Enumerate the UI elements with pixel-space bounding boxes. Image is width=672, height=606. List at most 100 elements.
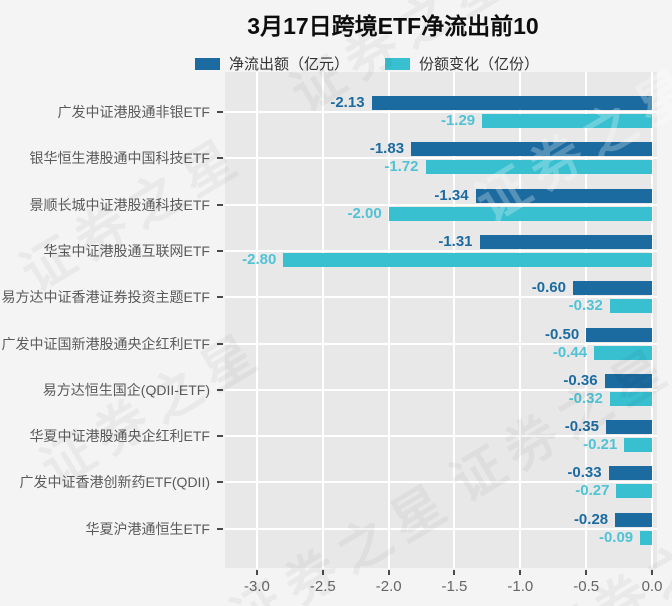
bar-value-label: -0.27 xyxy=(575,482,610,500)
horizontal-gridline xyxy=(225,249,657,252)
bar-value-label: -1.31 xyxy=(438,232,473,250)
category-label: 景顺长城中证港股通科技ETF xyxy=(29,196,210,213)
plot-area: -2.13 -1.29 -1.83 -1.72 -1.34 -2.00 -1.31 -2.80… xyxy=(225,72,657,568)
category-label: 广发中证国新港股通央企红利ETF xyxy=(1,335,210,352)
x-axis-tick xyxy=(453,570,456,575)
bar-value-label: -1.83 xyxy=(369,140,405,158)
bar-share-change xyxy=(616,484,652,499)
bar-share-change xyxy=(425,160,652,175)
bar-value-label: -0.44 xyxy=(552,343,588,361)
bar-share-change xyxy=(482,114,652,128)
bar-share-change xyxy=(388,206,652,221)
category-label: 广发中证香港创新药ETF(QDII) xyxy=(19,474,210,491)
bar-value-label: -0.32 xyxy=(568,389,603,407)
legend-swatch-share-change xyxy=(385,57,410,70)
category-label: 华夏中证港股通央企红利ETF xyxy=(29,428,210,445)
y-axis-tick xyxy=(217,388,223,391)
horizontal-gridline xyxy=(225,111,657,113)
horizontal-gridline xyxy=(225,388,657,391)
legend-item-net-outflow: 净流出额（亿元） xyxy=(194,53,349,74)
chart-legend: 净流出额（亿元） 份额变化（亿份） xyxy=(0,53,672,74)
bar-net-outflow xyxy=(572,281,652,296)
bar-net-outflow xyxy=(479,234,652,249)
y-axis-tick xyxy=(217,111,223,113)
x-axis-tick xyxy=(519,570,522,575)
bar-value-label: -0.50 xyxy=(544,325,580,343)
x-axis-tick-label: -1.0 xyxy=(507,578,534,595)
bar-share-change xyxy=(283,252,652,267)
x-axis-tick-label: -2.5 xyxy=(309,578,336,595)
vertical-gridline xyxy=(651,72,653,568)
category-label: 银华恒生港股通中国科技ETF xyxy=(29,150,210,167)
bar-value-label: -1.29 xyxy=(440,112,476,129)
page-title: 3月17日跨境ETF净流出前10 xyxy=(247,13,539,39)
horizontal-gridline xyxy=(225,481,657,484)
bar-value-label: -0.21 xyxy=(583,436,618,454)
horizontal-gridline xyxy=(225,527,657,530)
legend-label: 份额变化（亿份） xyxy=(419,56,540,73)
horizontal-gridline xyxy=(225,435,657,438)
vertical-gridline xyxy=(519,72,522,568)
category-label: 易方达恒生国企(QDII-ETF) xyxy=(42,381,210,398)
bar-value-label: -2.13 xyxy=(330,94,365,111)
bar-share-change xyxy=(609,391,652,406)
legend-label: 净流出额（亿元） xyxy=(228,56,349,73)
bar-value-label: -0.28 xyxy=(573,510,609,528)
y-axis-tick xyxy=(217,249,223,252)
y-axis-tick xyxy=(217,296,223,299)
y-axis-tick xyxy=(217,203,223,206)
horizontal-gridline xyxy=(225,157,657,160)
vertical-gridline xyxy=(453,72,456,568)
x-axis-tick xyxy=(585,570,588,575)
x-axis-tick xyxy=(651,570,653,575)
x-axis-tick xyxy=(321,570,324,575)
y-axis-tick xyxy=(217,435,223,438)
bar-net-outflow xyxy=(411,142,652,157)
category-label: 易方达中证香港证券投资主题ETF xyxy=(1,289,210,306)
category-label: 华夏沪港通恒生ETF xyxy=(85,520,210,537)
bar-share-change xyxy=(640,530,652,545)
vertical-gridline xyxy=(255,72,258,568)
y-axis-tick xyxy=(217,157,223,160)
vertical-gridline xyxy=(321,72,324,568)
x-axis-tick-label: -1.5 xyxy=(441,578,468,595)
y-axis-tick xyxy=(217,527,223,530)
category-label: 广发中证港股通非银ETF xyxy=(57,104,210,120)
bar-value-label: -0.09 xyxy=(598,528,634,546)
x-axis-tick-label: -0.5 xyxy=(573,578,600,595)
bar-net-outflow xyxy=(586,327,652,342)
bar-net-outflow xyxy=(608,466,652,481)
bar-value-label: -2.80 xyxy=(242,250,277,268)
x-axis-tick-label: -2.0 xyxy=(375,578,402,595)
category-label: 华宝中证港股通互联网ETF xyxy=(43,242,210,259)
x-axis-tick-label: -3.0 xyxy=(244,578,270,595)
bar-net-outflow xyxy=(615,512,652,527)
horizontal-gridline xyxy=(225,296,657,299)
bar-value-label: -0.35 xyxy=(564,418,599,436)
y-axis-tick xyxy=(217,481,223,484)
bar-net-outflow xyxy=(475,188,652,203)
bar-net-outflow xyxy=(604,373,652,388)
horizontal-gridline xyxy=(225,342,657,345)
bar-value-label: -0.60 xyxy=(531,279,566,297)
x-axis-tick xyxy=(255,570,258,575)
horizontal-gridline xyxy=(225,203,657,206)
bar-net-outflow xyxy=(605,420,652,435)
vertical-gridline xyxy=(585,72,588,568)
bar-share-change xyxy=(624,438,652,453)
bar-value-label: -1.72 xyxy=(384,158,419,176)
bar-value-label: -2.00 xyxy=(347,204,382,222)
bar-share-change xyxy=(594,345,652,360)
bar-share-change xyxy=(609,299,652,314)
x-axis-tick-label: 0.0 xyxy=(641,578,663,595)
bar-value-label: -0.36 xyxy=(563,371,598,389)
bar-net-outflow xyxy=(371,96,652,110)
legend-swatch-net-outflow xyxy=(194,57,220,70)
legend-item-share-change: 份额变化（亿份） xyxy=(385,53,539,74)
x-axis-tick xyxy=(387,570,390,575)
bar-value-label: -1.34 xyxy=(434,186,469,204)
vertical-gridline xyxy=(387,72,390,568)
bar-value-label: -0.32 xyxy=(568,297,603,315)
bar-value-label: -0.33 xyxy=(567,464,602,482)
